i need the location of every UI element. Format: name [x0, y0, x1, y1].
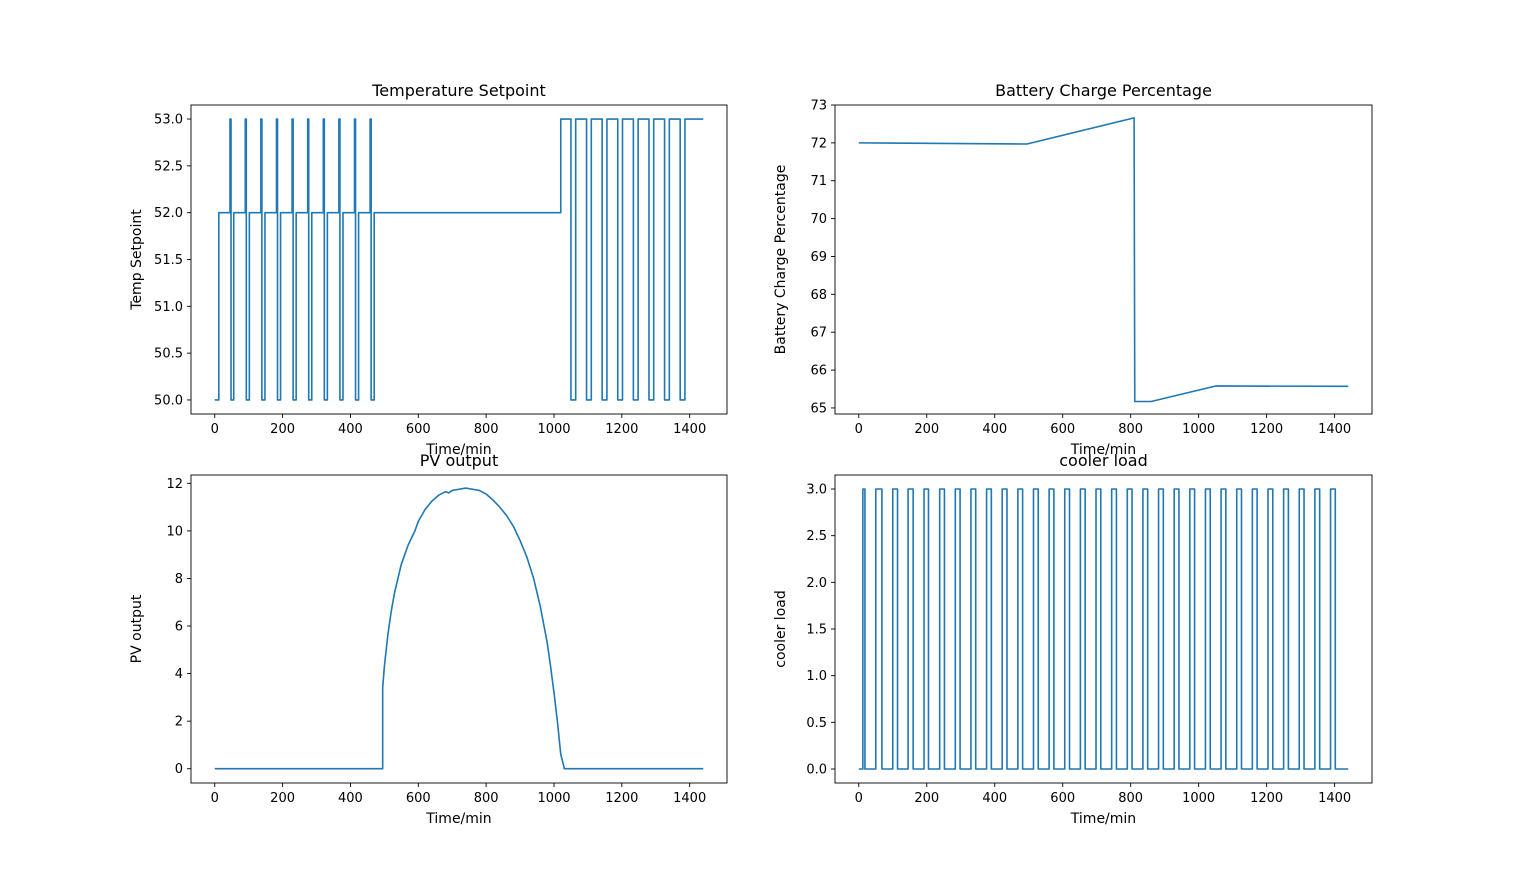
chart-title: Battery Charge Percentage [995, 81, 1212, 100]
chart-temperature-setpoint: 0 200 400 600 800 1000 1200 1400 50.0 50.5 51.0 51.… [129, 81, 728, 458]
y-axis-label: Temp Setpoint [129, 209, 145, 311]
y-tick-label: 2.0 [806, 576, 827, 591]
y-tick-label: 66 [810, 364, 827, 379]
y-tick-label: 71 [810, 174, 827, 189]
x-tick-label: 400 [338, 791, 363, 806]
x-tick-label: 800 [474, 791, 499, 806]
chart-title: cooler load [1059, 451, 1148, 470]
x-tick-label: 1400 [673, 422, 706, 437]
series-line [858, 488, 1349, 770]
x-tick-label: 400 [982, 422, 1007, 437]
x-tick-label: 200 [914, 422, 939, 437]
y-tick-label: 69 [810, 250, 827, 265]
x-tick-label: 800 [1118, 791, 1143, 806]
x-tick-label: 1200 [1250, 422, 1283, 437]
x-tick-label: 1000 [537, 791, 570, 806]
x-tick-label: 600 [406, 791, 431, 806]
y-tick-label: 12 [166, 477, 183, 492]
x-tick-label: 1000 [1182, 791, 1215, 806]
y-tick-label: 50.0 [154, 393, 183, 408]
y-axis-label: PV output [129, 594, 145, 663]
y-tick-label: 51.5 [154, 253, 183, 268]
x-tick-label: 400 [338, 422, 363, 437]
y-tick-label: 10 [166, 524, 183, 539]
y-tick-label: 6 [175, 620, 183, 635]
y-tick-label: 1.0 [806, 669, 827, 684]
series-line [858, 117, 1349, 403]
y-tick-label: 0 [175, 762, 183, 777]
x-tick-label: 1200 [605, 791, 638, 806]
chart-cooler-load: 0 200 400 600 800 1000 1200 1400 0.0 0.5 1.0 1.5 2.0… [773, 451, 1373, 827]
y-tick-label: 8 [175, 572, 183, 587]
y-tick-label: 53.0 [154, 113, 183, 128]
y-tick-label: 65 [810, 401, 827, 416]
x-tick-label: 1000 [537, 422, 570, 437]
x-tick-label: 200 [914, 791, 939, 806]
x-axis-label: Time/min [425, 442, 491, 458]
y-tick-label: 0.0 [806, 763, 827, 778]
y-tick-label: 68 [810, 288, 827, 303]
y-tick-label: 52.5 [154, 159, 183, 174]
y-tick-label: 2.5 [806, 529, 827, 544]
x-tick-label: 1400 [673, 791, 706, 806]
x-tick-label: 800 [474, 422, 499, 437]
y-tick-label: 4 [175, 667, 183, 682]
y-tick-label: 2 [175, 715, 183, 730]
y-tick-label: 1.5 [806, 623, 827, 638]
x-tick-label: 800 [1118, 422, 1143, 437]
y-tick-label: 72 [810, 136, 827, 151]
y-axis-label: cooler load [773, 590, 789, 667]
x-tick-label: 200 [270, 791, 295, 806]
y-tick-label: 51.0 [154, 300, 183, 315]
x-tick-label: 0 [211, 791, 219, 806]
x-tick-label: 1000 [1182, 422, 1215, 437]
x-tick-label: 0 [211, 422, 219, 437]
x-tick-label: 600 [406, 422, 431, 437]
x-tick-label: 1200 [605, 422, 638, 437]
chart-title: PV output [420, 451, 498, 470]
chart-title: Temperature Setpoint [371, 81, 546, 100]
series-line [214, 487, 704, 770]
x-axis-label: Time/min [425, 811, 491, 827]
axes-frame [834, 104, 1373, 415]
x-tick-label: 1200 [1250, 791, 1283, 806]
x-tick-label: 200 [270, 422, 295, 437]
x-tick-label: 1400 [1318, 791, 1351, 806]
x-tick-label: 600 [1050, 422, 1075, 437]
x-tick-label: 0 [855, 791, 863, 806]
y-tick-label: 67 [810, 326, 827, 341]
x-tick-label: 0 [855, 422, 863, 437]
x-tick-label: 1400 [1318, 422, 1351, 437]
axes-frame [190, 474, 728, 784]
x-tick-label: 400 [982, 791, 1007, 806]
y-tick-label: 50.5 [154, 347, 183, 362]
x-tick-label: 600 [1050, 791, 1075, 806]
y-tick-label: 3.0 [806, 483, 827, 498]
x-axis-label: Time/min [1070, 442, 1136, 458]
y-tick-label: 73 [810, 99, 827, 114]
y-tick-label: 70 [810, 212, 827, 227]
chart-battery-charge: 0 200 400 600 800 1000 1200 1400 65 66 67 68 69 70 71 7… [773, 81, 1373, 458]
y-axis-label: Battery Charge Percentage [773, 165, 789, 355]
y-tick-label: 52.0 [154, 206, 183, 221]
series-line [214, 118, 704, 401]
y-tick-label: 0.5 [806, 716, 827, 731]
chart-pv-output: 0 200 400 600 800 1000 1200 1400 0 2 4 6 8 10 12 PV out… [129, 451, 728, 827]
x-axis-label: Time/min [1070, 811, 1136, 827]
